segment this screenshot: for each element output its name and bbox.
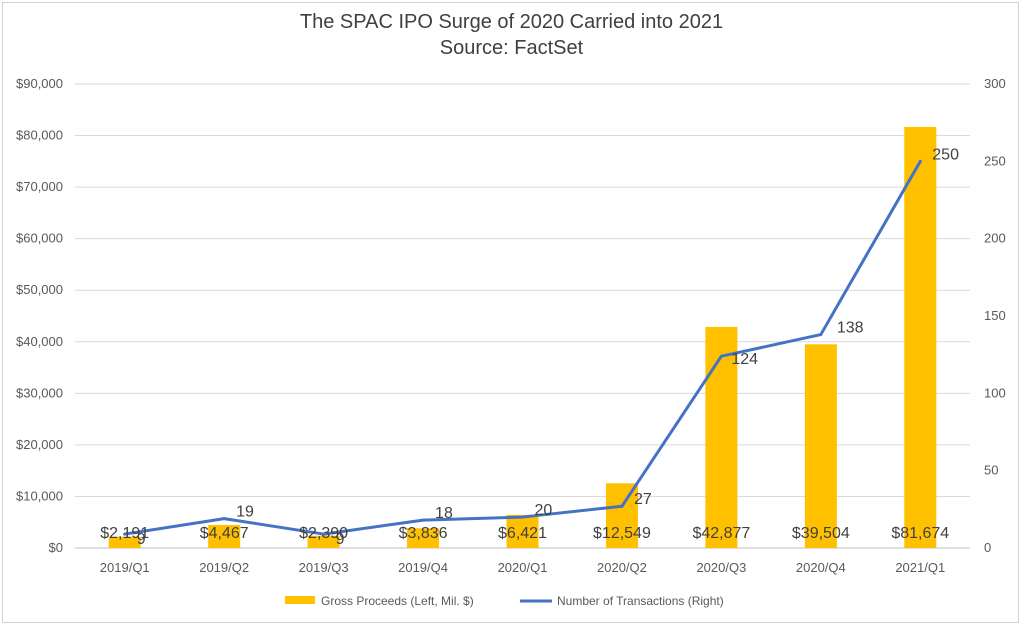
bar-data-label: $2,390 bbox=[299, 525, 348, 542]
y-left-tick-label: $10,000 bbox=[16, 488, 63, 503]
y-left-tick-label: $30,000 bbox=[16, 385, 63, 400]
bar bbox=[904, 126, 937, 548]
bar bbox=[108, 536, 141, 548]
x-tick-label: 2019/Q2 bbox=[199, 560, 249, 575]
y-left-tick-label: $60,000 bbox=[16, 231, 63, 246]
y-right-tick-label: 100 bbox=[984, 385, 1006, 400]
y-left-tick-label: $70,000 bbox=[16, 179, 63, 194]
line-data-label: 138 bbox=[837, 320, 864, 337]
line-data-label: 27 bbox=[634, 491, 652, 508]
line-data-label: 250 bbox=[932, 146, 959, 163]
y-left-tick-label: $20,000 bbox=[16, 437, 63, 452]
bar-data-label: $12,549 bbox=[593, 525, 651, 542]
bar bbox=[804, 344, 837, 548]
series-line bbox=[123, 159, 922, 536]
line-point bbox=[719, 354, 723, 358]
x-tick-label: 2019/Q4 bbox=[398, 560, 448, 575]
bar-data-label: $3,836 bbox=[399, 525, 448, 542]
x-tick-label: 2020/Q2 bbox=[597, 560, 647, 575]
y-left-tick-label: $90,000 bbox=[16, 76, 63, 91]
line-point bbox=[620, 504, 624, 508]
y-left-tick-label: $0 bbox=[49, 540, 63, 555]
y-right-tick-label: 250 bbox=[984, 153, 1006, 168]
bar bbox=[307, 535, 340, 548]
bar bbox=[506, 514, 539, 548]
line-point bbox=[222, 517, 226, 521]
line-point bbox=[819, 333, 823, 337]
chart-title: The SPAC IPO Surge of 2020 Carried into … bbox=[299, 11, 724, 33]
y-right-tick-label: 0 bbox=[984, 540, 991, 555]
x-tick-label: 2021/Q1 bbox=[895, 560, 945, 575]
x-tick-label: 2020/Q4 bbox=[796, 560, 846, 575]
chart-title-block: The SPAC IPO Surge of 2020 Carried into … bbox=[3, 9, 1020, 61]
legend-label-line: Number of Transactions (Right) bbox=[557, 594, 724, 608]
bar bbox=[407, 528, 440, 548]
line-data-label: 20 bbox=[535, 502, 553, 519]
line-data-label: 18 bbox=[435, 505, 453, 522]
line-data-label: 19 bbox=[236, 504, 254, 521]
line-point bbox=[918, 159, 922, 163]
line-point bbox=[322, 532, 326, 536]
bar-data-label: $2,191 bbox=[100, 525, 149, 542]
y-right-tick-label: 300 bbox=[984, 76, 1006, 91]
line-point bbox=[521, 515, 524, 519]
x-tick-label: 2019/Q1 bbox=[100, 560, 150, 575]
y-right-tick-label: 200 bbox=[984, 231, 1006, 246]
line-data-label: 9 bbox=[336, 531, 345, 548]
line-point bbox=[421, 518, 425, 522]
legend-swatch-bars bbox=[285, 596, 315, 604]
x-tick-label: 2020/Q1 bbox=[498, 560, 548, 575]
line-data-label: 124 bbox=[731, 351, 758, 368]
y-left-tick-label: $80,000 bbox=[16, 128, 63, 143]
x-tick-label: 2019/Q3 bbox=[299, 560, 349, 575]
chart-subtitle: Source: FactSet bbox=[439, 37, 584, 59]
y-right-tick-label: 150 bbox=[984, 308, 1006, 323]
bar bbox=[705, 326, 738, 548]
y-left-tick-label: $40,000 bbox=[16, 334, 63, 349]
y-left-tick-label: $50,000 bbox=[16, 282, 63, 297]
bar bbox=[605, 483, 638, 548]
bar-data-label: $42,877 bbox=[692, 525, 750, 542]
bar-data-label: $4,467 bbox=[200, 525, 249, 542]
bar-data-label: $81,674 bbox=[891, 525, 949, 542]
line-data-label: 9 bbox=[137, 531, 146, 548]
bar-data-label: $39,504 bbox=[792, 525, 850, 542]
line-point bbox=[123, 532, 127, 536]
y-right-tick-label: 50 bbox=[984, 463, 998, 478]
x-tick-label: 2020/Q3 bbox=[696, 560, 746, 575]
bar-data-label: $6,421 bbox=[498, 525, 547, 542]
bar bbox=[208, 524, 241, 548]
legend-label-bars: Gross Proceeds (Left, Mil. $) bbox=[321, 594, 474, 608]
